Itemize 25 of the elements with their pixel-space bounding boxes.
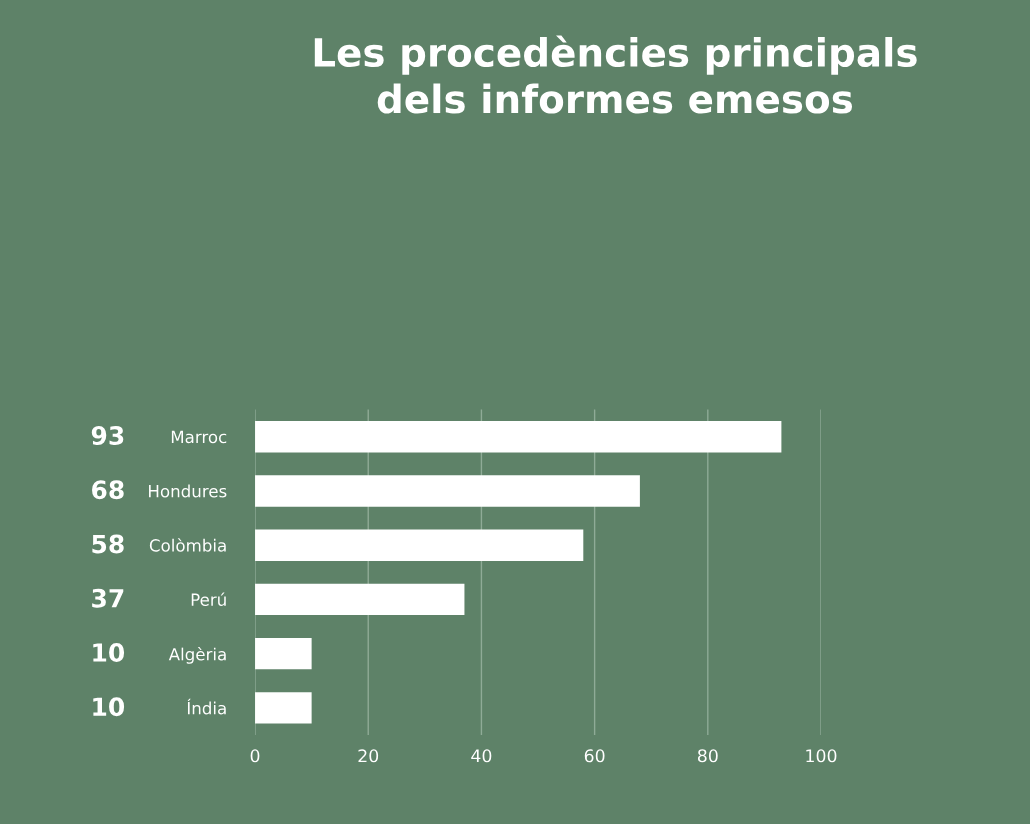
x-tick-label: 20	[358, 749, 379, 763]
bar	[255, 583, 465, 616]
data-label: 93	[91, 426, 124, 445]
x-tick-label: 100	[806, 749, 837, 763]
data-label: 37	[92, 588, 124, 608]
bar	[255, 420, 782, 453]
bar	[255, 529, 584, 561]
data-label: 10	[93, 697, 125, 717]
data-label: 58	[92, 534, 124, 554]
y-tick-label: Colòmbia	[149, 538, 226, 552]
y-tick-label: Perú	[191, 592, 226, 606]
y-tick-label: Marroc	[171, 430, 227, 444]
y-tick-label: Índia	[187, 698, 226, 715]
y-tick-label: Hondures	[149, 484, 227, 498]
chart-title: Les procedències principals dels informes emesos	[314, 35, 917, 114]
bar	[255, 692, 312, 724]
bar	[255, 637, 312, 670]
data-label: 68	[92, 480, 124, 500]
y-tick-label: Algèria	[168, 646, 226, 664]
x-tick-label: 80	[697, 749, 718, 763]
x-tick-label: 60	[584, 749, 605, 763]
data-label: 10	[93, 643, 125, 662]
x-tick-label: 0	[250, 749, 260, 763]
x-tick-label: 40	[471, 749, 492, 763]
bar	[255, 475, 640, 507]
